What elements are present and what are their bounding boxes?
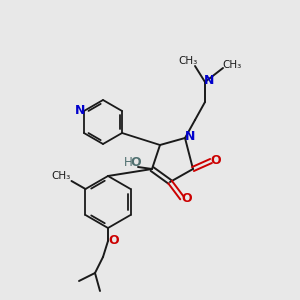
Text: O: O bbox=[211, 154, 221, 166]
Text: CH₃: CH₃ bbox=[222, 60, 242, 70]
Text: N: N bbox=[185, 130, 195, 142]
Text: O: O bbox=[109, 235, 119, 248]
Text: N: N bbox=[75, 103, 85, 116]
Text: O: O bbox=[131, 157, 141, 169]
Text: CH₃: CH₃ bbox=[178, 56, 198, 66]
Text: O: O bbox=[182, 193, 192, 206]
Text: H: H bbox=[124, 157, 132, 169]
Text: CH₃: CH₃ bbox=[52, 171, 71, 181]
Text: N: N bbox=[204, 74, 214, 86]
